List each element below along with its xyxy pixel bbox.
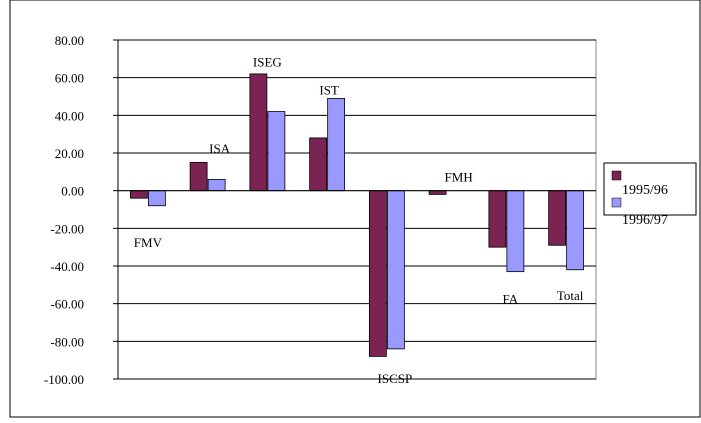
- bar-fmv-1996-97: [147, 190, 166, 207]
- bar-total-1996-97: [566, 190, 585, 271]
- bar-ist-1995-96: [309, 137, 328, 192]
- outer-frame: [9, 0, 701, 418]
- y-tick-label: 60.00: [55, 71, 84, 86]
- legend-swatch-1995-96: [611, 170, 622, 181]
- category-label-fmv: FMV: [134, 235, 163, 250]
- y-tick-label: -40.00: [50, 259, 84, 274]
- bar-fa-1996-97: [506, 190, 525, 273]
- legend-label-1996-97: 1996/97: [622, 213, 668, 228]
- bar-iseg-1995-96: [249, 73, 268, 192]
- gridlines: [118, 39, 596, 380]
- category-labels: FMV ISA ISEG IST ISCSP FMH FA Total: [134, 54, 584, 385]
- y-tick-label: -80.00: [50, 334, 84, 349]
- y-axis: 80.00 60.00 40.00 20.00 0.00 -20.00 -40.00 -60.…: [44, 33, 119, 387]
- bar-isa-1995-96: [189, 162, 208, 192]
- bar-fmv-1995-96: [129, 190, 148, 199]
- category-label-total: Total: [557, 288, 584, 303]
- y-tick-label: 0.00: [61, 184, 84, 199]
- legend-label-1995-96: 1995/96: [622, 183, 668, 198]
- y-tick-label: -20.00: [50, 221, 84, 236]
- y-tick-label: 40.00: [55, 108, 84, 123]
- category-label-isa: ISA: [209, 141, 231, 156]
- bar-iscsp-1995-96: [368, 190, 387, 357]
- bars: [129, 73, 585, 357]
- bar-iseg-1996-97: [267, 111, 286, 192]
- legend-swatch-1996-97: [611, 197, 622, 208]
- category-label-fmh: FMH: [445, 169, 473, 184]
- bar-total-1995-96: [548, 190, 567, 246]
- bar-ist-1996-97: [327, 97, 346, 192]
- y-tick-label: 20.00: [55, 146, 84, 161]
- bar-isa-1996-97: [207, 178, 226, 192]
- category-label-iseg: ISEG: [253, 54, 282, 69]
- plot-area: [117, 39, 597, 380]
- y-tick-label: -60.00: [50, 297, 84, 312]
- y-tick-label: 80.00: [55, 33, 84, 48]
- category-label-iscsp: ISCSP: [378, 371, 413, 386]
- bar-iscsp-1996-97: [386, 190, 405, 350]
- category-label-fa: FA: [503, 292, 519, 307]
- legend: 1995/96 1996/97: [603, 162, 697, 228]
- bar-fa-1995-96: [488, 190, 507, 248]
- y-tick-label: -100.00: [44, 372, 84, 387]
- category-label-ist: IST: [319, 83, 339, 98]
